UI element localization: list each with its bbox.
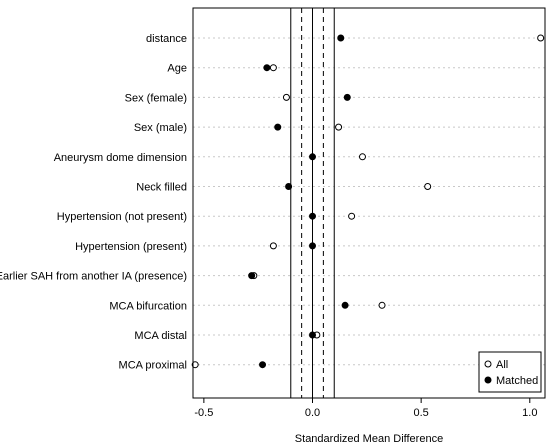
- category-label: Hypertension (present): [75, 241, 187, 253]
- category-label: MCA bifurcation: [109, 300, 187, 312]
- category-label: Earlier SAH from another IA (presence): [0, 271, 187, 283]
- matched-point: [309, 331, 317, 339]
- category-label: Hypertension (not present): [57, 211, 187, 223]
- all-point: [348, 212, 356, 220]
- x-tick-label: 0.0: [305, 407, 320, 419]
- matched-point: [309, 212, 317, 220]
- matched-point: [337, 34, 345, 42]
- matched-point: [343, 93, 351, 101]
- legend-label-all: All: [496, 359, 508, 371]
- category-label: distance: [146, 33, 187, 45]
- legend-box: [478, 351, 542, 393]
- matched-point: [341, 301, 349, 309]
- matched-point: [263, 64, 271, 72]
- category-label: Sex (male): [134, 122, 187, 134]
- plot-frame: [192, 7, 546, 399]
- category-label: MCA distal: [134, 330, 187, 342]
- x-axis: -0.5 0.0 0.5 1.0: [194, 398, 537, 419]
- all-point: [537, 34, 545, 42]
- x-axis-label: Standardized Mean Difference: [295, 433, 443, 445]
- x-tick-label: 1.0: [522, 407, 537, 419]
- grid-lines: [193, 37, 545, 366]
- matched-point: [248, 272, 256, 280]
- all-point: [269, 242, 277, 250]
- all-point: [282, 93, 290, 101]
- reference-lines: [290, 8, 335, 398]
- legend-marker-matched: [484, 376, 492, 384]
- matched-point: [309, 153, 317, 161]
- x-tick-label: -0.5: [194, 407, 213, 419]
- category-label: Age: [167, 63, 187, 75]
- all-point: [424, 183, 432, 190]
- matched-point: [285, 183, 293, 190]
- matched-point: [274, 123, 282, 131]
- legend: All Matched: [478, 351, 542, 393]
- data-points: [191, 34, 545, 369]
- legend-label-matched: Matched: [496, 375, 538, 387]
- matched-point: [309, 242, 317, 250]
- all-point: [358, 153, 366, 161]
- all-point: [335, 123, 343, 131]
- category-label: Aneurysm dome dimension: [54, 152, 187, 164]
- category-labels: distance Age Sex (female) Sex (male) Aneurys…: [0, 33, 187, 372]
- all-point: [191, 361, 199, 369]
- matched-point: [259, 361, 267, 369]
- legend-marker-all: [484, 360, 492, 368]
- all-point: [269, 64, 277, 72]
- category-label: MCA proximal: [119, 360, 187, 372]
- x-tick-label: 0.5: [413, 407, 428, 419]
- category-label: Neck filled: [136, 182, 187, 194]
- category-label: Sex (female): [125, 92, 187, 104]
- all-point: [378, 301, 386, 309]
